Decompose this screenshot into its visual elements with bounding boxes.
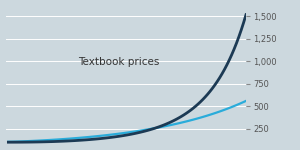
- Text: Textbook prices: Textbook prices: [78, 57, 159, 67]
